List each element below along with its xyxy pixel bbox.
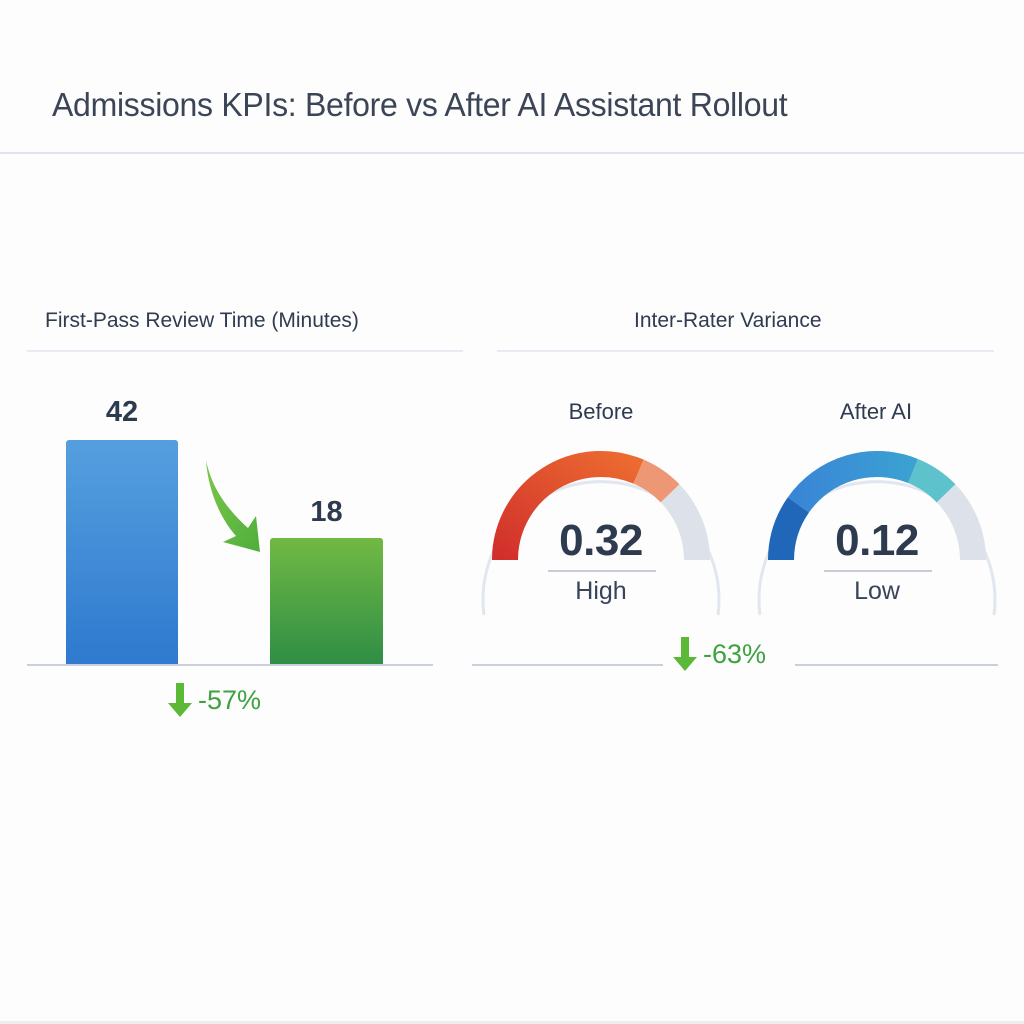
header-divider	[0, 152, 1024, 154]
gauge-after	[757, 451, 997, 616]
chart-baseline	[27, 664, 433, 666]
bar-after	[270, 538, 383, 665]
bar-value-before: 42	[105, 396, 139, 428]
gauge-label-after: After AI	[839, 399, 913, 424]
panel-title-review-time: First-Pass Review Time (Minutes)	[45, 309, 359, 332]
bar-before	[66, 440, 178, 665]
gauge-underline	[548, 570, 656, 572]
delta-text: -63%	[703, 638, 767, 669]
gauge-status-after: Low	[854, 577, 900, 605]
chart-baseline-right	[795, 664, 998, 666]
arrow-down-icon	[168, 683, 192, 717]
curved-arrow-icon	[206, 460, 260, 552]
panel-divider	[497, 350, 994, 352]
delta-text: -57%	[198, 684, 262, 715]
bar-value-after: 18	[310, 496, 343, 528]
footer-divider	[0, 1021, 1024, 1024]
page-title: Admissions KPIs: Before vs After AI Assi…	[52, 86, 788, 123]
variance-delta: -63%	[673, 637, 766, 671]
gauge-status-before: High	[575, 577, 627, 605]
panel-divider	[27, 350, 463, 352]
chart-baseline-left	[472, 664, 663, 666]
gauge-value-before: 0.32	[559, 516, 643, 565]
gauge-underline	[824, 570, 932, 572]
gauge-before	[481, 450, 721, 616]
arrow-down-icon	[673, 637, 697, 671]
panel-title-variance: Inter-Rater Variance	[634, 309, 822, 332]
gauge-label-before: Before	[568, 399, 634, 424]
review-time-delta: -57%	[168, 683, 261, 717]
gauge-value-after: 0.12	[835, 516, 919, 565]
